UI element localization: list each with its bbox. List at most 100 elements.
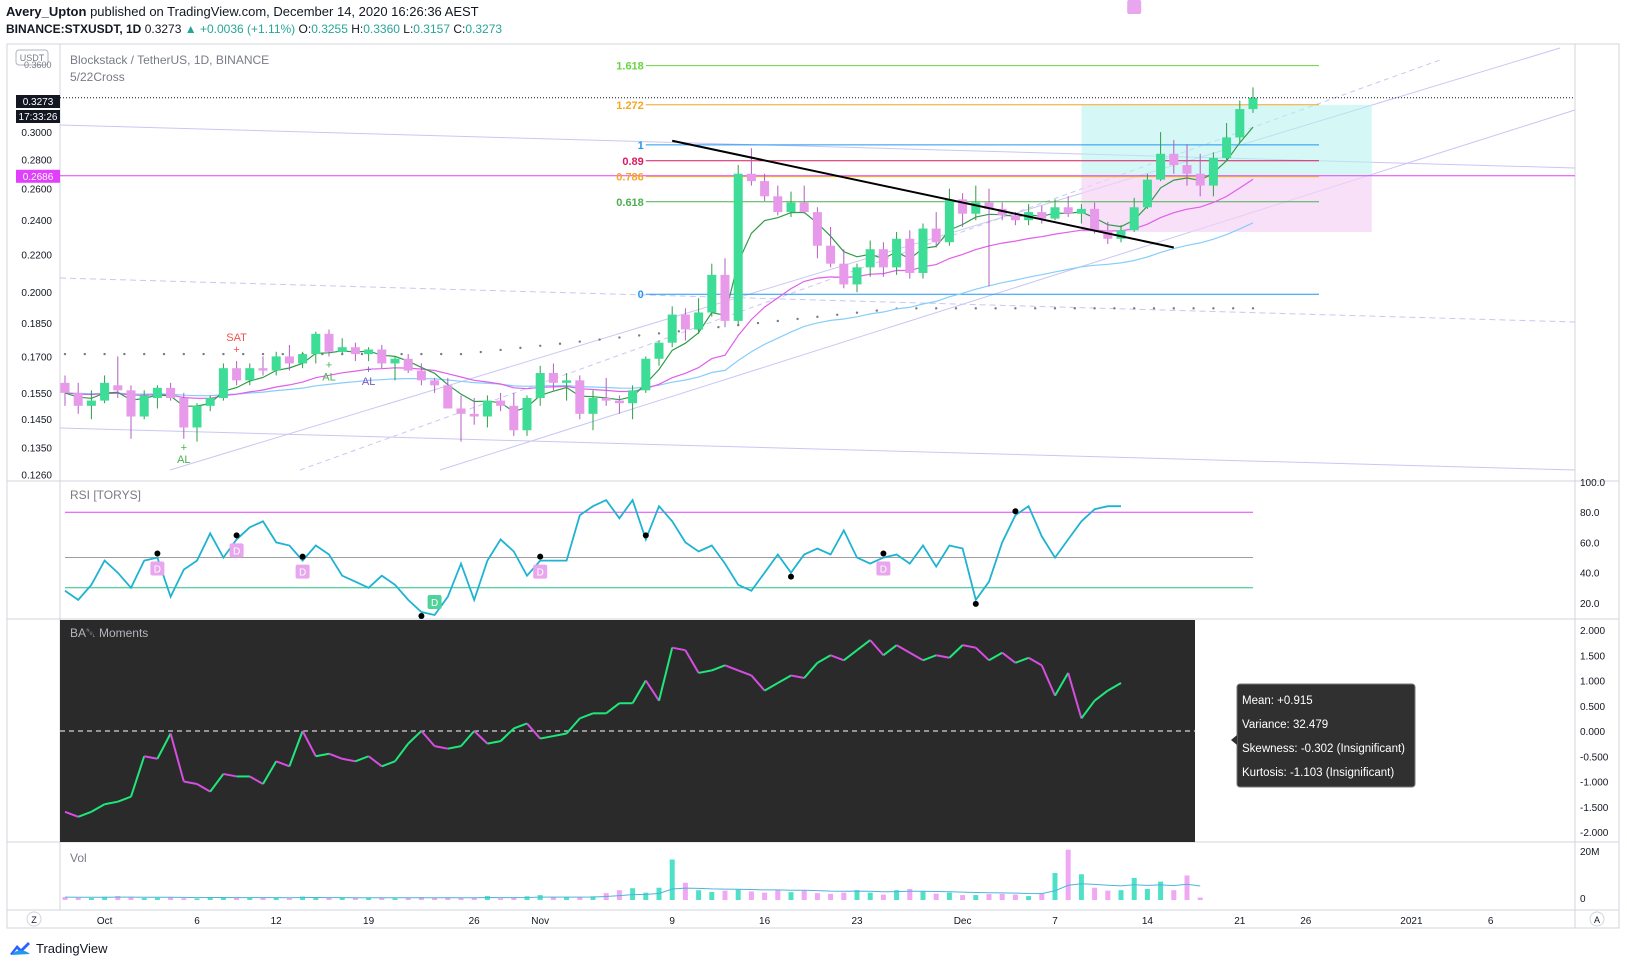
moments-line-segment xyxy=(183,780,198,786)
rsi-divergence-badge xyxy=(229,543,244,558)
volume-bar xyxy=(379,897,385,900)
slow-ma-dot xyxy=(796,317,799,321)
fib-level-label: 0.618 xyxy=(616,197,644,209)
candle-body xyxy=(694,312,704,330)
candle-body xyxy=(482,400,492,417)
candle-body xyxy=(1156,153,1166,180)
candle-body xyxy=(1235,109,1245,138)
rsi-divergence-label: D xyxy=(880,565,887,576)
volume-bar xyxy=(682,882,688,900)
slow-ma-dot xyxy=(261,352,265,356)
moments-line-segment xyxy=(936,654,950,659)
time-axis-label: 14 xyxy=(1142,916,1154,927)
time-axis-label: 19 xyxy=(363,916,375,927)
price-axis-tick: 0.1350 xyxy=(21,443,52,454)
trendline xyxy=(671,139,1175,249)
moments-line-segment xyxy=(381,760,396,768)
skewness-value: -0.302 (Insignificant) xyxy=(1301,743,1405,755)
moments-pane: 2.000 1.500 1.000 0.500 0.000 -0.500 -1.000 -1.… xyxy=(60,626,1609,839)
moments-axis-tick: -0.500 xyxy=(1580,752,1609,763)
author-name[interactable]: Avery_Upton xyxy=(6,4,87,19)
publish-info: Avery_Upton published on TradingView.com… xyxy=(6,4,479,19)
volume-bar xyxy=(234,897,240,900)
moments-line-segment xyxy=(301,730,317,757)
scale-mode-button[interactable] xyxy=(1589,911,1605,927)
candle-body xyxy=(614,400,624,404)
slow-ma-dot xyxy=(440,352,443,356)
last-price: 0.3273 xyxy=(144,22,182,36)
moments-line-segment xyxy=(460,730,475,747)
volume-bar xyxy=(894,890,900,900)
fib-level-label: 1.272 xyxy=(616,100,644,112)
moments-line-segment xyxy=(644,679,660,702)
candle-body xyxy=(562,380,572,383)
time-axis-label: 21 xyxy=(1234,916,1246,927)
volume-bar xyxy=(907,888,913,900)
candle-body xyxy=(654,342,664,359)
slow-ma-dot xyxy=(83,352,87,356)
volume-bar xyxy=(1026,896,1032,900)
candle-body xyxy=(60,382,70,393)
auto-scale-button[interactable] xyxy=(26,911,42,927)
chart-frame xyxy=(6,43,1620,929)
buy-signal-marker: + xyxy=(181,442,187,454)
candle-body xyxy=(86,400,96,406)
moments-line-segment xyxy=(262,760,278,785)
candle-body xyxy=(73,392,83,406)
candle-body xyxy=(786,202,796,213)
candle-body xyxy=(812,212,822,246)
rsi-pivot-high xyxy=(154,550,161,557)
main-legend-indicator: 5/22Cross xyxy=(70,70,125,84)
volume-bar xyxy=(300,896,306,900)
candle-body xyxy=(997,208,1007,216)
moments-line-segment xyxy=(1028,656,1043,667)
slow-ma-dot xyxy=(1113,307,1116,310)
volume-bar xyxy=(524,896,530,900)
pitchfork-line-2 xyxy=(439,109,1576,471)
candle-body xyxy=(1103,230,1113,239)
candle-body xyxy=(984,202,994,209)
kurtosis-row: Kurtosis: -1.103 (Insignificant) xyxy=(1242,767,1394,779)
moments-line-segment xyxy=(526,722,541,740)
time-axis[interactable]: Oct 6 12 19 26 Nov 9 16 23 Dec 7 14 21 26 2021 6 xyxy=(97,916,1494,927)
main-legend-title: Blockstack / TetherUS, 1D, BINANCE xyxy=(70,53,269,67)
volume-bar xyxy=(564,897,570,900)
candle-body xyxy=(232,368,242,381)
candle-body xyxy=(139,395,149,417)
moments-line-segment xyxy=(605,702,621,715)
candle-body xyxy=(1010,215,1020,221)
variance-row: Variance: 32.479 xyxy=(1242,719,1328,731)
buy-signal-label: AL xyxy=(322,371,335,383)
volume-bar xyxy=(207,897,213,900)
rsi-pivot-high xyxy=(642,532,649,539)
currency-badge[interactable] xyxy=(15,49,49,66)
price-axis-tick: 0.2200 xyxy=(21,251,52,262)
slow-ma-dot xyxy=(182,352,185,356)
slow-ma-dot xyxy=(974,307,977,310)
candle-body xyxy=(284,356,294,364)
footer-brand[interactable]: TradingView xyxy=(8,940,108,956)
volume-bar xyxy=(88,898,94,900)
volume-bar xyxy=(194,898,200,900)
slow-ma-dot xyxy=(459,352,463,356)
buy-signal-label: AL xyxy=(177,454,190,466)
candle-body xyxy=(892,238,902,268)
candle-body xyxy=(509,405,519,431)
moments-axis-tick: 2.000 xyxy=(1580,626,1605,637)
candle-body xyxy=(469,413,479,417)
slow-ma-dot xyxy=(162,352,166,356)
slow-ma-dot xyxy=(1232,307,1235,310)
moments-line-segment xyxy=(1015,656,1029,664)
candle-body xyxy=(205,398,215,406)
time-axis-label: 23 xyxy=(851,916,863,927)
volume-bar xyxy=(339,897,345,900)
slow-ma-dot xyxy=(222,352,225,356)
volume-bar xyxy=(511,897,517,900)
volume-bar xyxy=(854,890,860,900)
slow-ma-dot xyxy=(539,344,542,348)
slow-ma-dot xyxy=(935,307,938,310)
time-axis-label: 6 xyxy=(194,916,200,927)
volume-bar xyxy=(1118,890,1124,900)
candle-body xyxy=(1063,207,1073,214)
